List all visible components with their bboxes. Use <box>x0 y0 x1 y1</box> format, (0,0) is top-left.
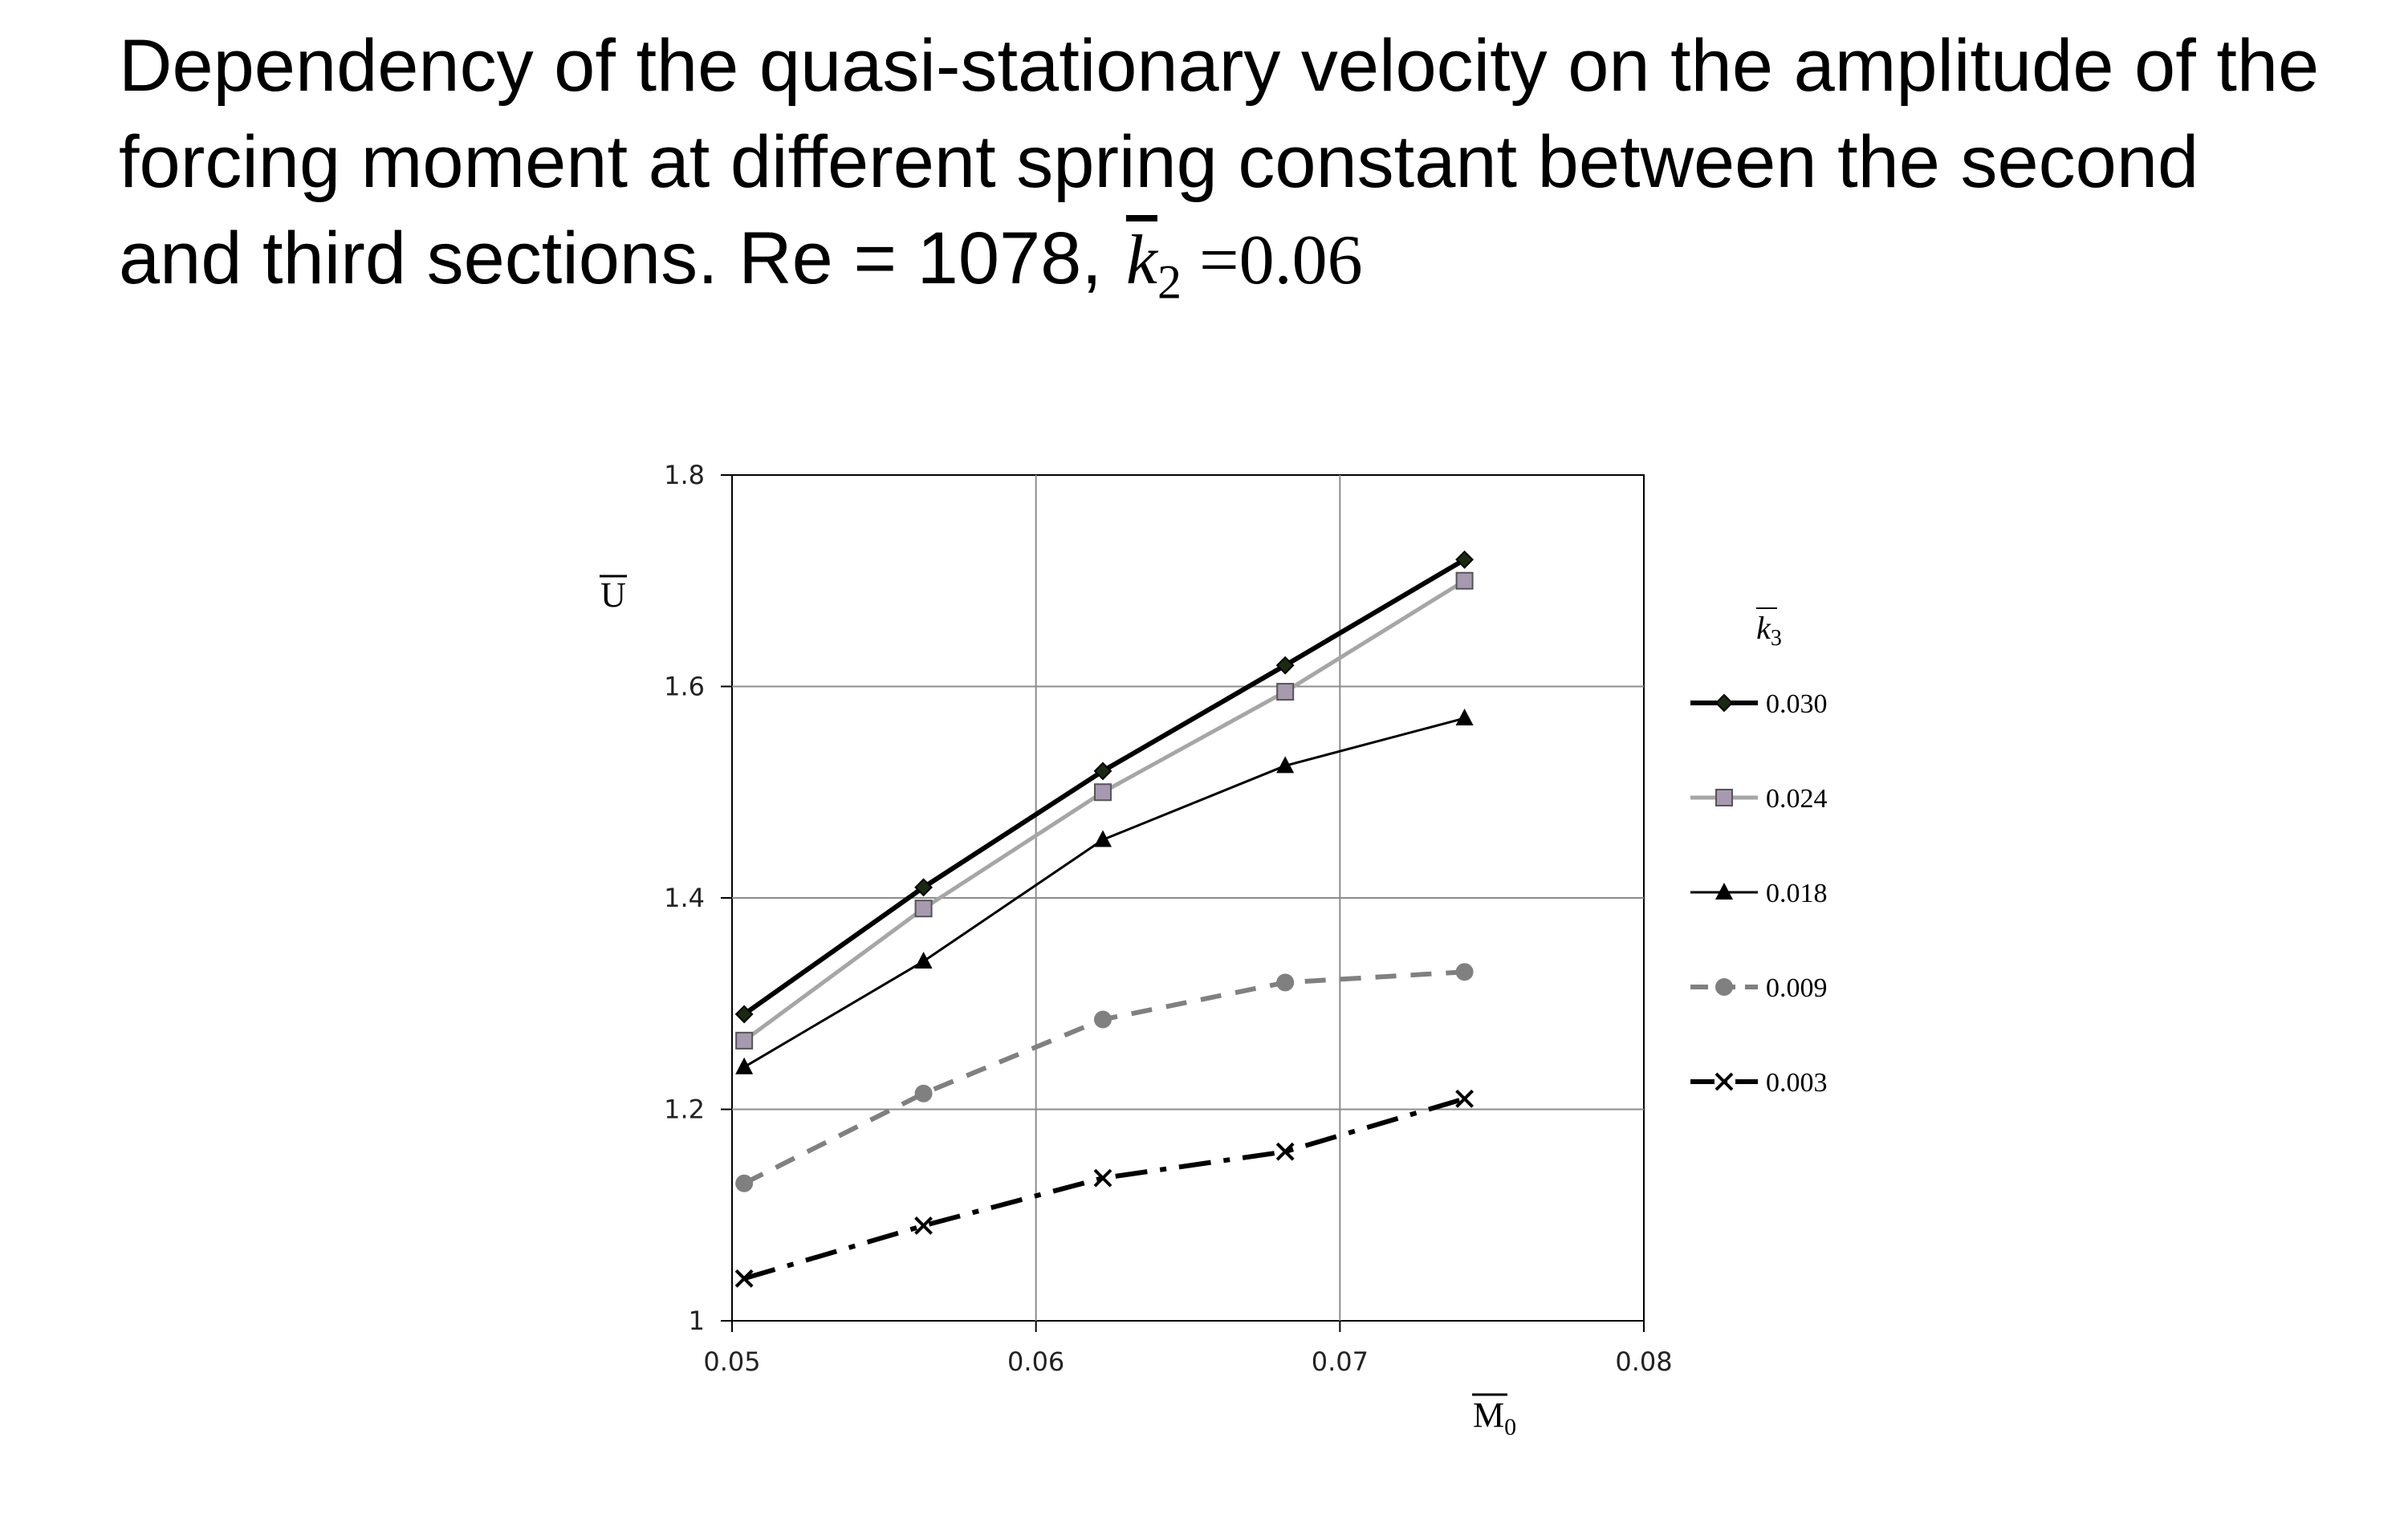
title-text: Dependency of the quasi-stationary veloc… <box>119 25 2320 299</box>
series-0.018 <box>735 709 1474 1074</box>
legend-swatch-marker <box>1715 789 1733 806</box>
data-point <box>1276 756 1295 774</box>
data-point <box>1093 783 1112 802</box>
legend-item-0.003: 0.003 <box>1690 1068 1828 1098</box>
x-tick-label: 0.07 <box>1312 1346 1369 1377</box>
slide-title: Dependency of the quasi-stationary veloc… <box>119 18 2334 331</box>
data-point <box>1276 683 1295 701</box>
legend-swatch-marker <box>1714 693 1734 713</box>
legend-label: 0.030 <box>1766 689 1828 719</box>
title-math-rest: =0.06 <box>1198 221 1363 299</box>
data-point <box>914 900 933 918</box>
series-0.030 <box>734 550 1474 1024</box>
x-axis-label-subscript: 0 <box>1504 1414 1516 1440</box>
title-math-subscript: 2 <box>1157 255 1182 309</box>
legend-swatch-marker <box>1715 978 1733 996</box>
legend-swatch-marker <box>1715 883 1733 900</box>
x-axis-label: M0 <box>1473 1395 1516 1440</box>
data-point <box>1093 1168 1112 1188</box>
y-tick-label: 1.4 <box>664 883 705 913</box>
data-point <box>1455 709 1474 726</box>
legend-title: k3 <box>1756 610 1782 651</box>
data-point <box>1455 571 1474 590</box>
x-marker-stroke <box>1714 1072 1734 1091</box>
x-marker-stroke <box>1455 1089 1474 1108</box>
data-point <box>1275 1142 1295 1161</box>
legend-title-subscript: 3 <box>1771 626 1782 651</box>
x-tick-label: 0.05 <box>703 1346 760 1377</box>
y-tick-label: 1.2 <box>664 1095 705 1125</box>
x-marker-stroke <box>1275 1142 1295 1161</box>
title-math: k2 =0.06 <box>1125 221 1363 309</box>
data-point <box>1093 830 1112 847</box>
x-tick-label: 0.06 <box>1007 1346 1064 1377</box>
data-point <box>914 878 933 897</box>
series-0.009 <box>735 963 1474 1192</box>
y-tick-label: 1 <box>689 1306 705 1336</box>
legend-item-0.018: 0.018 <box>1690 879 1828 908</box>
title-math-symbol: k <box>1125 221 1157 299</box>
y-tick-label: 1.8 <box>664 460 705 490</box>
legend-item-0.030: 0.030 <box>1690 689 1828 719</box>
data-point <box>734 1005 754 1024</box>
series-0.024 <box>735 571 1474 1050</box>
legend-item-0.024: 0.024 <box>1690 784 1828 814</box>
legend-label: 0.003 <box>1766 1068 1828 1098</box>
series-0.003 <box>734 1089 1474 1288</box>
legend-label: 0.024 <box>1766 784 1828 814</box>
data-point <box>1455 550 1474 569</box>
data-point <box>1276 973 1295 992</box>
data-point <box>1093 1010 1112 1029</box>
legend-swatch-marker <box>1714 1072 1734 1091</box>
data-point <box>914 952 933 969</box>
data-point <box>734 1269 754 1288</box>
x-marker-stroke <box>914 1216 933 1235</box>
y-axis-label: U <box>600 575 626 615</box>
data-point <box>914 1216 933 1235</box>
data-point <box>735 1057 754 1074</box>
x-marker-stroke <box>1093 1168 1112 1188</box>
x-tick-label: 0.08 <box>1615 1346 1672 1377</box>
data-point <box>914 1084 933 1103</box>
data-point <box>1275 656 1295 675</box>
data-point <box>1455 963 1474 981</box>
legend-title-main: k <box>1756 610 1771 646</box>
data-point <box>1093 762 1112 781</box>
x-axis-label-main: M <box>1473 1395 1504 1435</box>
legend-label: 0.018 <box>1766 879 1828 908</box>
x-marker-stroke <box>734 1269 754 1288</box>
y-tick-label: 1.6 <box>664 672 705 702</box>
data-point <box>735 1174 754 1192</box>
data-point <box>735 1031 754 1050</box>
legend-item-0.009: 0.009 <box>1690 973 1828 1003</box>
legend-label: 0.009 <box>1766 973 1828 1003</box>
data-point <box>1455 1089 1474 1108</box>
